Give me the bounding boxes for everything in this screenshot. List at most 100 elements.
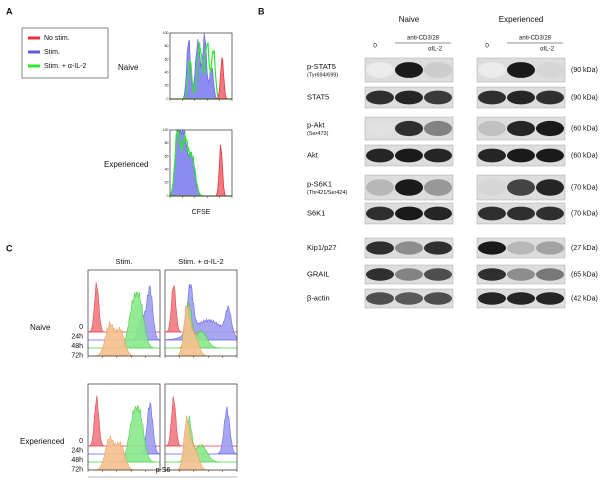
label: p-S6 <box>156 467 171 474</box>
label: B <box>258 6 265 16</box>
label: 24h <box>71 333 83 340</box>
label: Stim. <box>115 257 132 266</box>
blot-band <box>366 120 394 137</box>
blot-band <box>424 179 452 196</box>
label: (90 kDa) <box>571 94 598 101</box>
blot-band <box>366 62 394 78</box>
label: p-STAT5 <box>307 62 336 71</box>
plot-frame <box>87 383 161 471</box>
blot-band <box>424 120 452 137</box>
label: αIL-2 <box>540 47 554 53</box>
blot-band <box>395 120 423 137</box>
blot-band <box>424 148 452 163</box>
label: (27 kDa) <box>571 245 598 252</box>
blot-band <box>507 120 535 137</box>
label: 40 <box>165 71 169 75</box>
label: Experienced <box>499 15 543 24</box>
blot-band <box>478 90 506 105</box>
histogram-1 <box>164 283 238 341</box>
blot-band <box>507 241 535 255</box>
blot-band <box>536 90 564 105</box>
label: (Ser473) <box>307 131 329 137</box>
label: STAT5 <box>307 92 329 101</box>
blot-band <box>536 292 564 305</box>
label: 48h <box>71 343 83 350</box>
label: 60 <box>165 154 169 158</box>
blot-band <box>366 268 394 281</box>
blot-band <box>424 62 452 78</box>
label: Stim. <box>44 49 60 56</box>
blot-band <box>478 179 506 196</box>
label: Naive <box>399 15 420 24</box>
blot-band <box>424 206 452 221</box>
blot-band <box>507 179 535 196</box>
label: (65 kDa) <box>571 271 598 278</box>
blot-band <box>478 292 506 305</box>
label: 48h <box>71 457 83 464</box>
label: anti-CD3/28 <box>519 36 552 42</box>
blot-band <box>478 241 506 255</box>
blot-band <box>536 268 564 281</box>
label: 60 <box>165 57 169 61</box>
label: (Tyr694/699) <box>307 72 338 78</box>
label: anti-CD3/28 <box>407 36 440 42</box>
label: CFSE <box>192 209 211 216</box>
label: 20 <box>165 181 169 185</box>
label: p-Akt <box>307 120 325 129</box>
blot-band <box>507 268 535 281</box>
blot-band <box>366 206 394 221</box>
blot-band <box>424 241 452 255</box>
blot-band <box>478 120 506 137</box>
label: Naive <box>30 323 51 332</box>
label: Stim. + α-IL-2 <box>44 63 86 70</box>
label: Stim. + α-IL-2 <box>178 257 223 266</box>
blot-band <box>395 268 423 281</box>
blot-band <box>366 179 394 196</box>
label: GRAIL <box>307 269 330 278</box>
label: 20 <box>165 84 169 88</box>
plot-frame <box>87 269 161 357</box>
label: αIL-2 <box>428 47 442 53</box>
blot-band <box>536 120 564 137</box>
blot-band <box>424 90 452 105</box>
blot-band <box>395 179 423 196</box>
label: (60 kDa) <box>571 125 598 132</box>
label: 80 <box>165 44 169 48</box>
label: 0 <box>373 43 377 50</box>
label: β-actin <box>307 293 330 302</box>
label: Experienced <box>104 160 148 169</box>
label: 72h <box>71 352 83 359</box>
label: 100 <box>163 128 169 132</box>
label: Akt <box>307 150 319 159</box>
label: (Thr421/Ser424) <box>307 190 348 196</box>
blot-band <box>366 148 394 163</box>
label: 24h <box>71 447 83 454</box>
blot-band <box>507 148 535 163</box>
blot-band <box>424 268 452 281</box>
blot-band <box>395 241 423 255</box>
blot-band <box>478 268 506 281</box>
plot-frame <box>164 269 238 357</box>
label: 0 <box>79 438 83 445</box>
label: 0 <box>167 194 169 198</box>
blot-band <box>536 241 564 255</box>
plot-frame <box>169 129 233 197</box>
label: 80 <box>165 141 169 145</box>
label: 0 <box>79 324 83 331</box>
label: No stim. <box>44 35 70 42</box>
blot-band <box>366 292 394 305</box>
blot-band <box>395 292 423 305</box>
blot-band <box>478 206 506 221</box>
label: 100 <box>163 31 169 35</box>
blot-band <box>478 148 506 163</box>
blot-band <box>507 206 535 221</box>
label: Kip1/p27 <box>307 243 337 252</box>
label: C <box>6 243 13 253</box>
blot-band <box>366 90 394 105</box>
blot-band <box>424 292 452 305</box>
blot-band <box>395 148 423 163</box>
label: S6K1 <box>307 208 325 217</box>
label: 72h <box>71 466 83 473</box>
label: (70 kDa) <box>571 210 598 217</box>
